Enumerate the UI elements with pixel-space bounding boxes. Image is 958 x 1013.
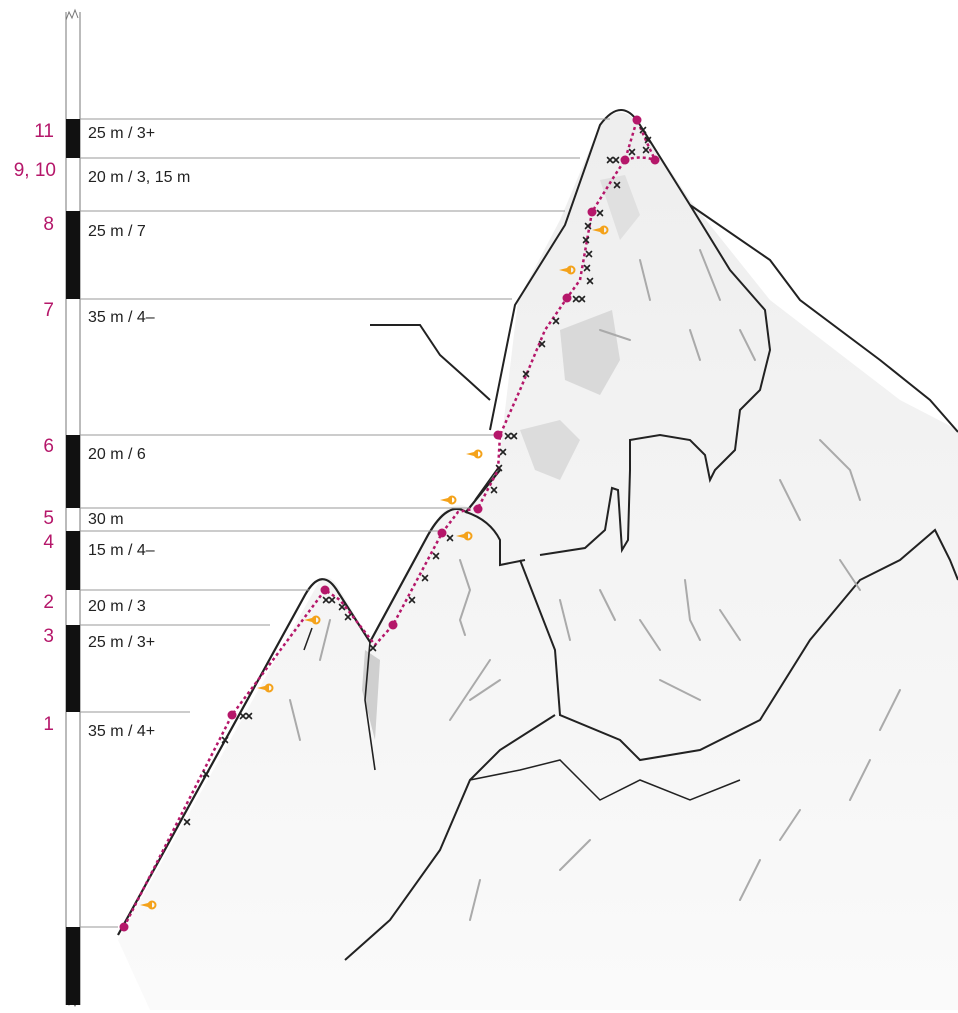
- pitch-number: 2: [43, 592, 54, 613]
- bolt-x-icon: [572, 295, 580, 303]
- belay-station-icon: [227, 710, 237, 720]
- belay-station-icon: [119, 922, 129, 932]
- bolt-x-icon: [522, 370, 530, 378]
- bolt-x-icon: [245, 712, 253, 720]
- bolt-x-icon: [495, 464, 503, 472]
- bolt-x-icon: [585, 250, 593, 258]
- pitch-bars: [66, 119, 80, 1005]
- pitch-info: 20 m / 3, 15 m: [88, 169, 190, 186]
- pitch-info: 25 m / 3+: [88, 125, 155, 142]
- rock-cracks: [289, 249, 901, 921]
- pitch-number: 5: [43, 508, 54, 529]
- bolt-x-icon: [446, 534, 454, 542]
- bolt-x-icon: [612, 156, 620, 164]
- belay-station-icon: [620, 155, 630, 165]
- bolt-x-icon: [639, 126, 647, 134]
- bolt-x-icon: [328, 596, 336, 604]
- pitch-number: 4: [43, 532, 54, 553]
- bolt-x-icon: [490, 486, 498, 494]
- bolt-x-icon: [582, 236, 590, 244]
- piton-icon: [439, 495, 457, 505]
- pitch-number: 11: [34, 121, 54, 142]
- bolt-x-icon: [322, 596, 330, 604]
- bolt-x-icon: [432, 552, 440, 560]
- belay-station-icon: [493, 430, 503, 440]
- pitch-labels: 11 25 m / 3+ 9, 10 20 m / 3, 15 m 8 25 m…: [14, 121, 191, 740]
- piton-sling: [303, 627, 313, 651]
- bolt-x-icon: [583, 264, 591, 272]
- bolt-x-icon: [578, 295, 586, 303]
- bolt-x-icon: [596, 209, 604, 217]
- pitch-info: 25 m / 3+: [88, 634, 155, 651]
- pitch-info: 20 m / 3: [88, 598, 146, 615]
- pitch-number: 3: [43, 626, 54, 647]
- belay-station-icon: [562, 293, 572, 303]
- bolt-x-icon: [499, 448, 507, 456]
- bolt-x-icon: [538, 340, 546, 348]
- bolts: [183, 126, 652, 826]
- bolt-x-icon: [202, 770, 210, 778]
- bolt-x-icon: [504, 432, 512, 440]
- bolt-x-icon: [421, 574, 429, 582]
- bolt-x-icon: [552, 317, 560, 325]
- bolt-x-icon: [239, 712, 247, 720]
- bolt-x-icon: [628, 148, 636, 156]
- bolt-x-icon: [606, 156, 614, 164]
- bolt-x-icon: [408, 596, 416, 604]
- bolt-x-icon: [644, 136, 652, 144]
- bolt-x-icon: [642, 146, 650, 154]
- bolt-x-icon: [369, 644, 377, 652]
- pitch-info: 30 m: [88, 511, 124, 528]
- belay-station-icon: [388, 620, 398, 630]
- belay-station-icon: [437, 528, 447, 538]
- bolt-x-icon: [183, 818, 191, 826]
- rock-massif: [117, 109, 958, 1010]
- pitch-info: 25 m / 7: [88, 223, 146, 240]
- bolt-x-icon: [584, 222, 592, 230]
- pitch-info: 35 m / 4+: [88, 723, 155, 740]
- pitch-info: 35 m / 4–: [88, 309, 155, 326]
- bolt-x-icon: [510, 432, 518, 440]
- belay-station-icon: [473, 504, 483, 514]
- belay-station-icon: [632, 115, 642, 125]
- belay-stations: [119, 115, 660, 932]
- pitch-number: 7: [43, 300, 54, 321]
- pitch-number: 1: [43, 714, 54, 735]
- piton-icon: [465, 449, 483, 459]
- bolt-x-icon: [221, 736, 229, 744]
- belay-station-icon: [587, 207, 597, 217]
- pitch-number: 9, 10: [14, 160, 56, 181]
- bolt-x-icon: [338, 603, 346, 611]
- pitch-info: 15 m / 4–: [88, 542, 155, 559]
- bolt-x-icon: [586, 277, 594, 285]
- pitch-divider-lines: [80, 118, 610, 928]
- pitch-info: 20 m / 6: [88, 446, 146, 463]
- belay-station-icon: [320, 585, 330, 595]
- bolt-x-icon: [344, 613, 352, 621]
- bolt-x-icon: [613, 181, 621, 189]
- pitch-number: 6: [43, 436, 54, 457]
- belay-station-icon: [650, 155, 660, 165]
- pitch-number: 8: [43, 214, 54, 235]
